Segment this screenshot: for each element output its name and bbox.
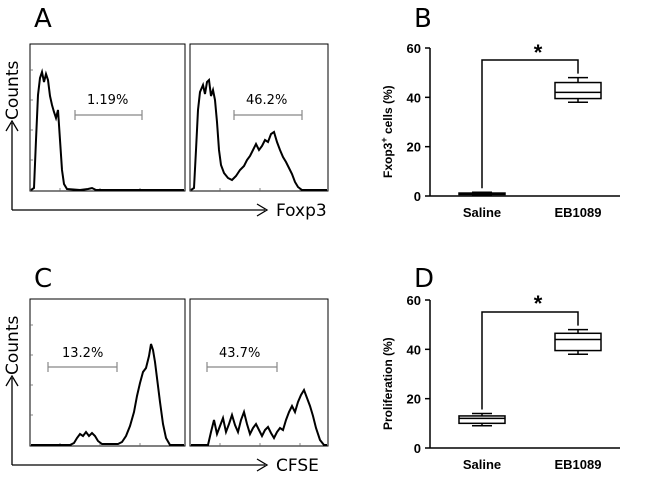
category-label-d-saline: Saline [463, 457, 501, 472]
y-axis-label-b-main: Fxop3 [381, 142, 395, 178]
histogram-curve-a-left [30, 68, 184, 192]
box-d-eb1089 [554, 328, 602, 356]
category-label-b-eb1089: EB1089 [555, 205, 602, 220]
box-iqr-b-eb1089 [554, 81, 602, 100]
y-axis-label-b-sup: + [379, 137, 389, 142]
y-tick-label-d-3: 60 [407, 293, 421, 308]
boxes-b [458, 76, 602, 196]
significance-star-b: * [534, 40, 543, 65]
foxp3-axis-label: Foxp3 [276, 201, 327, 221]
cfse-axis-label: CFSE [276, 456, 319, 476]
gate-bar-c-right [206, 362, 278, 372]
significance-bracket-b [481, 59, 579, 189]
gate-bar-a-right [233, 110, 303, 120]
histogram-frame-c-right [189, 298, 329, 447]
y-ticks-b: 0 20 40 60 [407, 41, 430, 204]
y-tick-label-b-3: 60 [407, 41, 421, 56]
counts-label-a: Counts [3, 61, 23, 120]
x-arrowhead-c [256, 458, 269, 472]
histogram-curve-a-right [190, 77, 327, 191]
panel-d: D Proliferation (%) 0 20 40 60 Saline EB108… [381, 264, 620, 472]
panel-letter-a: A [34, 4, 52, 34]
box-b-eb1089 [554, 76, 602, 104]
boxes-d [458, 328, 602, 427]
y-ticks-d: 0 20 40 60 [407, 293, 430, 456]
box-iqr-d-eb1089 [554, 332, 602, 352]
histogram-frame-a-left [29, 43, 186, 192]
y-tick-label-b-1: 20 [407, 140, 421, 155]
y-axis-label-b: Fxop3+ cells (%) [379, 85, 395, 178]
panel-letter-b: B [414, 4, 432, 34]
histogram-frame-c-left [29, 298, 186, 447]
x-arrowhead-a [256, 203, 269, 217]
gate-bar-c-left [47, 362, 118, 372]
y-axis-label-b-rest: cells (%) [381, 85, 395, 137]
y-arrowhead-c [5, 374, 19, 387]
category-label-b-saline: Saline [463, 205, 501, 220]
histogram-curve-c-right [191, 387, 327, 446]
panel-letter-c: C [34, 264, 52, 294]
y-axis-label-d: Proliferation (%) [381, 337, 395, 430]
box-iqr-d-saline [458, 415, 506, 425]
panel-c: C Counts CFSE 13.2% 43.7% [3, 264, 329, 476]
category-label-d-eb1089: EB1089 [555, 457, 602, 472]
histogram-frame-a-right [189, 43, 329, 192]
y-tick-label-b-2: 40 [407, 90, 421, 105]
counts-label-c: Counts [3, 316, 23, 375]
gate-percent-a-left: 1.19% [87, 93, 128, 108]
box-b-saline [458, 191, 506, 196]
tick-marks-a [30, 69, 301, 191]
gate-percent-c-right: 43.7% [219, 346, 260, 361]
box-d-saline [458, 412, 506, 427]
gate-percent-a-right: 46.2% [246, 93, 287, 108]
significance-star-d: * [534, 291, 543, 316]
y-tick-label-b-0: 0 [414, 189, 421, 204]
panel-b: B Fxop3+ cells (%) 0 20 40 60 Saline EB1089… [379, 4, 620, 220]
y-tick-label-d-1: 20 [407, 392, 421, 407]
histogram-curve-c-left [31, 343, 184, 446]
panel-a: A Counts Foxp3 1.19% 46.2% [3, 4, 329, 221]
panel-letter-d: D [414, 264, 434, 294]
tick-marks-c [30, 324, 301, 446]
y-tick-label-d-0: 0 [414, 441, 421, 456]
y-arrowhead-a [5, 119, 19, 132]
y-tick-label-d-2: 40 [407, 342, 421, 357]
significance-bracket-d [481, 311, 579, 410]
gate-bar-a-left [74, 110, 143, 120]
gate-percent-c-left: 13.2% [62, 346, 103, 361]
